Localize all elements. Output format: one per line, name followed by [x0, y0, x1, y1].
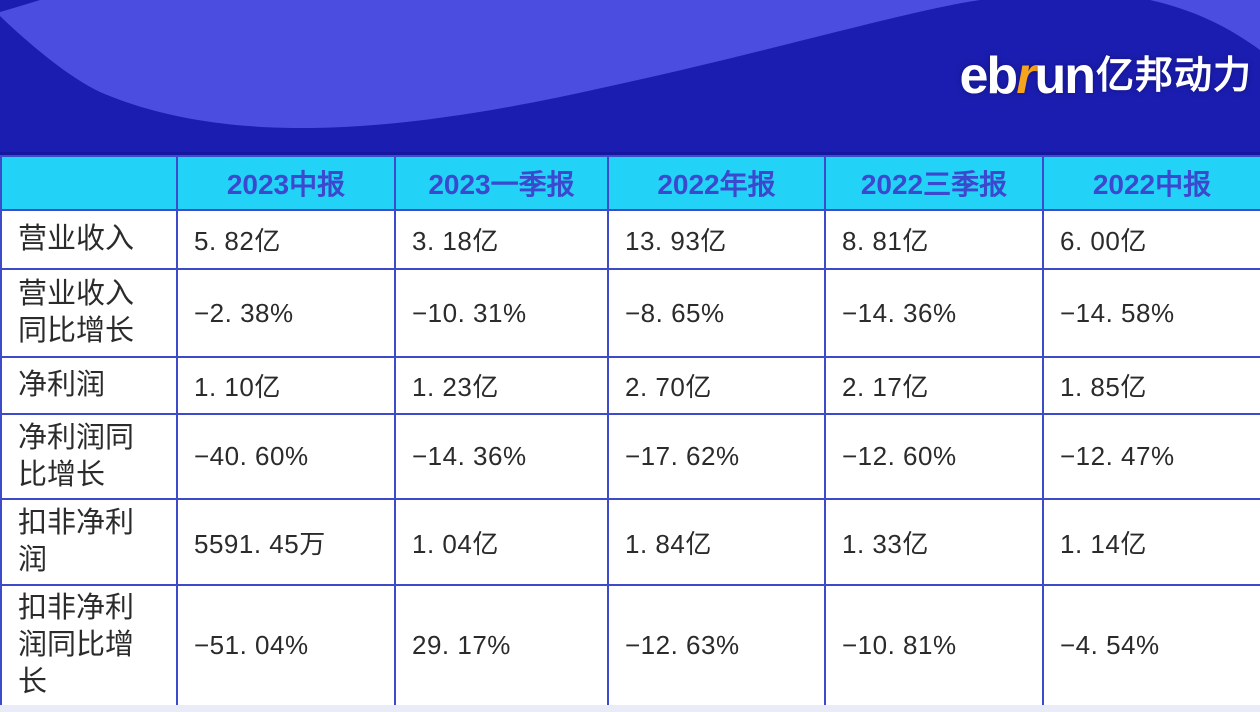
data-cell: 13. 93亿 [607, 209, 826, 270]
row-label: 净利润 [0, 356, 178, 415]
data-cell: 3. 18亿 [394, 209, 609, 270]
data-cell: −12. 60% [824, 413, 1044, 500]
data-cell: 5591. 45万 [176, 498, 396, 586]
data-cell: 2. 17亿 [824, 356, 1044, 415]
header-cell: 2023中报 [176, 155, 396, 211]
data-cell: 29. 17% [394, 584, 609, 707]
data-cell: −14. 36% [824, 268, 1044, 358]
row-label: 营业收入同比增长 [0, 268, 178, 358]
wave-shape-left [0, 0, 980, 129]
data-cell: −14. 36% [394, 413, 609, 500]
data-cell: −2. 38% [176, 268, 396, 358]
header-cell-empty [0, 155, 178, 211]
logo-eb: eb [959, 47, 1019, 105]
data-cell: 1. 04亿 [394, 498, 609, 586]
data-cell: 1. 84亿 [607, 498, 826, 586]
ebrun-logo-latin: ebrun [959, 47, 1096, 105]
ebrun-logo-chinese: 亿邦动力 [1095, 55, 1252, 97]
header-cell: 2022中报 [1042, 155, 1260, 211]
ebrun-logo: ebrun 亿邦动力 [960, 50, 1252, 102]
data-cell: −51. 04% [176, 584, 396, 707]
row-label: 扣非净利润 [0, 498, 178, 586]
banner-wave-graphic [0, 0, 1260, 129]
header-cell: 2022三季报 [824, 155, 1044, 211]
table-header: 2023中报 2023一季报 2022年报 2022三季报 2022中报 [0, 155, 1260, 211]
data-cell: −17. 62% [607, 413, 826, 500]
table-row: 营业收入 5. 82亿 3. 18亿 13. 93亿 8. 81亿 6. 00亿 [0, 209, 1260, 270]
data-cell: 2. 70亿 [607, 356, 826, 415]
data-cell: 8. 81亿 [824, 209, 1044, 270]
data-cell: 1. 85亿 [1042, 356, 1260, 415]
data-cell: −8. 65% [607, 268, 826, 358]
data-cell: −10. 31% [394, 268, 609, 358]
header-cell: 2022年报 [607, 155, 826, 211]
wave-shape-right-corner [1150, 0, 1260, 50]
data-cell: −14. 58% [1042, 268, 1260, 358]
data-cell: 1. 10亿 [176, 356, 396, 415]
table-row: 净利润同比增长 −40. 60% −14. 36% −17. 62% −12. 60% −… [0, 413, 1260, 500]
header-cell: 2023一季报 [394, 155, 609, 211]
row-label: 营业收入 [0, 209, 178, 270]
logo-r-accent: r [1016, 47, 1036, 105]
data-cell: 1. 33亿 [824, 498, 1044, 586]
data-cell: 6. 00亿 [1042, 209, 1260, 270]
table-row: 净利润 1. 10亿 1. 23亿 2. 70亿 2. 17亿 1. 85亿 [0, 356, 1260, 415]
data-cell: 1. 23亿 [394, 356, 609, 415]
data-cell: 1. 14亿 [1042, 498, 1260, 586]
table-body: 营业收入 5. 82亿 3. 18亿 13. 93亿 8. 81亿 6. 00亿 营业收入同… [0, 209, 1260, 707]
logo-un: un [1034, 47, 1096, 105]
row-label: 净利润同比增长 [0, 413, 178, 500]
table-row: 营业收入同比增长 −2. 38% −10. 31% −8. 65% −14. 36% −1… [0, 268, 1260, 358]
table-row: 扣非净利润 5591. 45万 1. 04亿 1. 84亿 1. 33亿 1. 14亿 [0, 498, 1260, 586]
row-label: 扣非净利润同比增长 [0, 584, 178, 707]
financial-table: 2023中报 2023一季报 2022年报 2022三季报 2022中报 营业收入 5. … [0, 155, 1260, 707]
bottom-strip [0, 705, 1260, 712]
header-row: 2023中报 2023一季报 2022年报 2022三季报 2022中报 [0, 155, 1260, 211]
brand-banner: ebrun 亿邦动力 [0, 0, 1260, 155]
data-cell: −4. 54% [1042, 584, 1260, 707]
table-row: 扣非净利润同比增长 −51. 04% 29. 17% −12. 63% −10. 81%… [0, 584, 1260, 707]
data-cell: −40. 60% [176, 413, 396, 500]
data-cell: 5. 82亿 [176, 209, 396, 270]
data-cell: −10. 81% [824, 584, 1044, 707]
data-cell: −12. 63% [607, 584, 826, 707]
data-cell: −12. 47% [1042, 413, 1260, 500]
